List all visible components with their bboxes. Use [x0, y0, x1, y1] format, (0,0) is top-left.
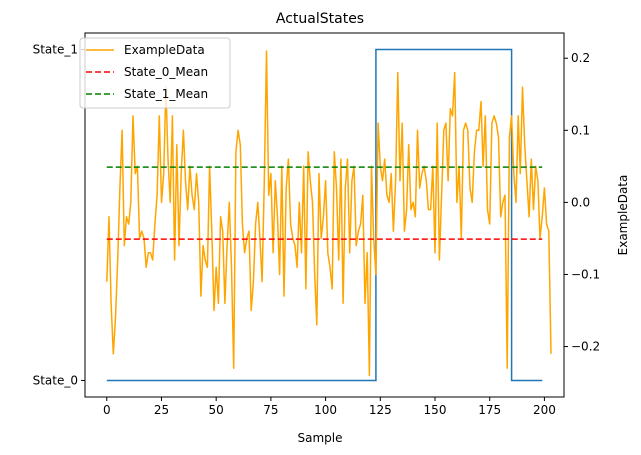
series-exampledata-line [106, 50, 552, 377]
x-tick-label: 125 [369, 403, 392, 417]
x-tick-label: 200 [533, 403, 556, 417]
y-left-tick-label: State_0 [33, 373, 78, 387]
y-left-tick-label: State_1 [33, 43, 78, 57]
x-tick-label: 100 [314, 403, 337, 417]
x-tick-label: 0 [103, 403, 111, 417]
series-actualstates-line [106, 48, 543, 382]
legend-box [79, 37, 231, 109]
x-tick-label: 175 [478, 403, 501, 417]
plot-frame [84, 32, 565, 398]
legend-label: ExampleData [124, 43, 205, 57]
legend: ExampleData State_0_Mean State_1_Mean [79, 37, 231, 109]
y-right-tick-label: 0.0 [571, 195, 590, 209]
x-tick-label: 150 [424, 403, 447, 417]
y2-axis-label: ExampleData [616, 175, 630, 256]
y-right-tick-label: −0.2 [571, 340, 600, 354]
legend-label: State_0_Mean [124, 65, 208, 79]
x-axis-label: Sample [298, 431, 343, 445]
y-right-tick-label: 0.1 [571, 123, 590, 137]
axes: 0 25 50 75 100 125 150 175 200 State_0 State_1 −0.2… [33, 43, 601, 417]
plot-area [106, 48, 552, 382]
legend-label: State_1_Mean [124, 87, 208, 101]
chart-title: ActualStates [276, 11, 364, 27]
x-tick-label: 50 [209, 403, 224, 417]
y-right-tick-label: 0.2 [571, 51, 590, 65]
y-right-tick-label: −0.1 [571, 267, 600, 281]
x-tick-label: 75 [263, 403, 278, 417]
x-tick-label: 25 [154, 403, 169, 417]
